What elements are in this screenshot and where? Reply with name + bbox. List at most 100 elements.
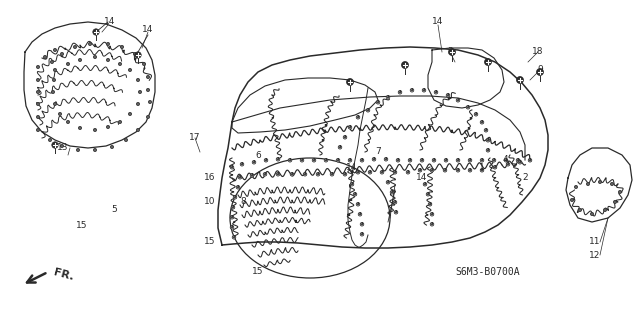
Circle shape [360, 222, 364, 226]
Circle shape [431, 169, 433, 171]
Circle shape [393, 201, 397, 204]
Circle shape [394, 211, 397, 214]
Circle shape [445, 160, 447, 161]
Circle shape [406, 170, 410, 174]
Circle shape [599, 181, 601, 183]
Circle shape [360, 233, 364, 236]
Circle shape [61, 145, 63, 147]
Circle shape [486, 149, 490, 152]
Text: 5: 5 [111, 205, 117, 214]
Circle shape [129, 113, 131, 115]
Circle shape [49, 138, 52, 142]
Circle shape [391, 191, 393, 193]
Circle shape [457, 160, 459, 161]
Text: 7: 7 [375, 147, 381, 157]
Circle shape [135, 52, 141, 58]
Circle shape [430, 212, 434, 216]
Circle shape [390, 190, 394, 194]
Circle shape [149, 101, 150, 103]
Circle shape [263, 173, 267, 176]
Circle shape [579, 208, 582, 211]
Circle shape [487, 139, 489, 141]
Circle shape [428, 194, 429, 195]
Circle shape [140, 91, 141, 93]
Circle shape [536, 69, 543, 76]
Text: 3: 3 [447, 48, 453, 56]
Circle shape [240, 162, 244, 166]
Circle shape [394, 172, 396, 173]
Circle shape [276, 173, 280, 176]
Text: S6M3-B0700A: S6M3-B0700A [456, 267, 520, 277]
Circle shape [61, 53, 63, 55]
Circle shape [108, 59, 109, 61]
Circle shape [52, 91, 54, 93]
Circle shape [76, 148, 79, 152]
Circle shape [423, 182, 427, 186]
Circle shape [529, 160, 531, 161]
Circle shape [37, 103, 38, 105]
Text: 14: 14 [104, 18, 116, 26]
Circle shape [94, 56, 95, 58]
Circle shape [419, 169, 420, 171]
Circle shape [106, 125, 109, 129]
Circle shape [79, 59, 81, 61]
Circle shape [399, 92, 401, 93]
Circle shape [468, 168, 472, 172]
Circle shape [518, 160, 522, 164]
Circle shape [136, 129, 140, 131]
Circle shape [604, 208, 607, 211]
Circle shape [277, 159, 279, 160]
Circle shape [492, 159, 496, 162]
Text: 15: 15 [252, 268, 264, 277]
Circle shape [456, 99, 460, 102]
Circle shape [357, 172, 359, 173]
Circle shape [325, 160, 327, 161]
Circle shape [231, 205, 235, 209]
Circle shape [591, 212, 593, 216]
Circle shape [519, 161, 521, 163]
Circle shape [397, 160, 399, 161]
Circle shape [579, 209, 580, 211]
Circle shape [239, 176, 241, 178]
Circle shape [480, 121, 484, 124]
Circle shape [353, 192, 356, 196]
Circle shape [129, 112, 132, 115]
Circle shape [457, 100, 459, 101]
Circle shape [480, 168, 484, 172]
Circle shape [253, 161, 255, 163]
Circle shape [288, 159, 292, 162]
Circle shape [60, 145, 63, 147]
Circle shape [449, 48, 456, 56]
Circle shape [431, 213, 433, 215]
Circle shape [430, 168, 434, 172]
Circle shape [575, 186, 577, 188]
Circle shape [312, 159, 316, 162]
Circle shape [505, 160, 507, 161]
Circle shape [264, 174, 266, 175]
Circle shape [54, 69, 56, 70]
Circle shape [234, 197, 236, 198]
Circle shape [143, 63, 145, 65]
Circle shape [588, 183, 589, 185]
Text: 15: 15 [204, 238, 216, 247]
Circle shape [54, 103, 56, 105]
Circle shape [366, 108, 370, 112]
Circle shape [598, 181, 602, 183]
Circle shape [346, 78, 353, 85]
Circle shape [134, 52, 136, 56]
Circle shape [407, 172, 409, 173]
Circle shape [129, 69, 131, 70]
Text: 18: 18 [532, 48, 544, 56]
Circle shape [291, 174, 292, 175]
Circle shape [469, 169, 471, 171]
Circle shape [147, 76, 148, 78]
Circle shape [313, 160, 315, 161]
Circle shape [138, 79, 139, 81]
Circle shape [79, 127, 81, 129]
Circle shape [52, 142, 58, 148]
Circle shape [277, 174, 279, 175]
Circle shape [385, 159, 387, 160]
Circle shape [433, 160, 435, 161]
Circle shape [396, 159, 400, 162]
Circle shape [60, 113, 61, 115]
